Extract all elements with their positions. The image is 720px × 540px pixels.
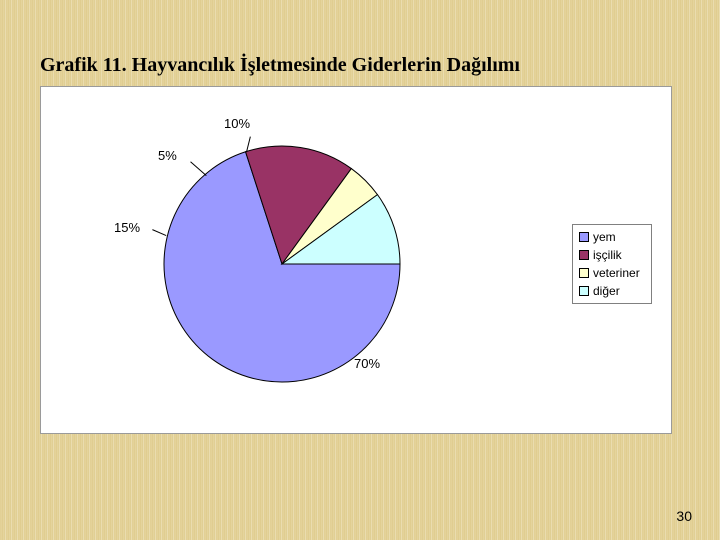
legend-item-işçilik: işçilik [575,246,649,264]
slide-page: Grafik 11. Hayvancılık İşletmesinde Gide… [0,0,720,540]
legend-item-yem: yem [575,228,649,246]
legend-swatch [579,250,589,260]
legend-label: diğer [593,284,620,298]
slice-label-işçilik: 15% [114,220,140,235]
legend-item-diğer: diğer [575,282,649,300]
legend-label: veteriner [593,266,640,280]
legend-swatch [579,268,589,278]
legend-label: işçilik [593,248,622,262]
legend-item-veteriner: veteriner [575,264,649,282]
legend-label: yem [593,230,616,244]
legend-swatch [579,232,589,242]
slice-label-diğer: 10% [224,116,250,131]
legend: yem işçilik veteriner diğer [572,224,652,304]
slice-label-veteriner: 5% [158,148,177,163]
page-number: 30 [676,508,692,524]
legend-swatch [579,286,589,296]
slice-label-yem: 70% [354,356,380,371]
